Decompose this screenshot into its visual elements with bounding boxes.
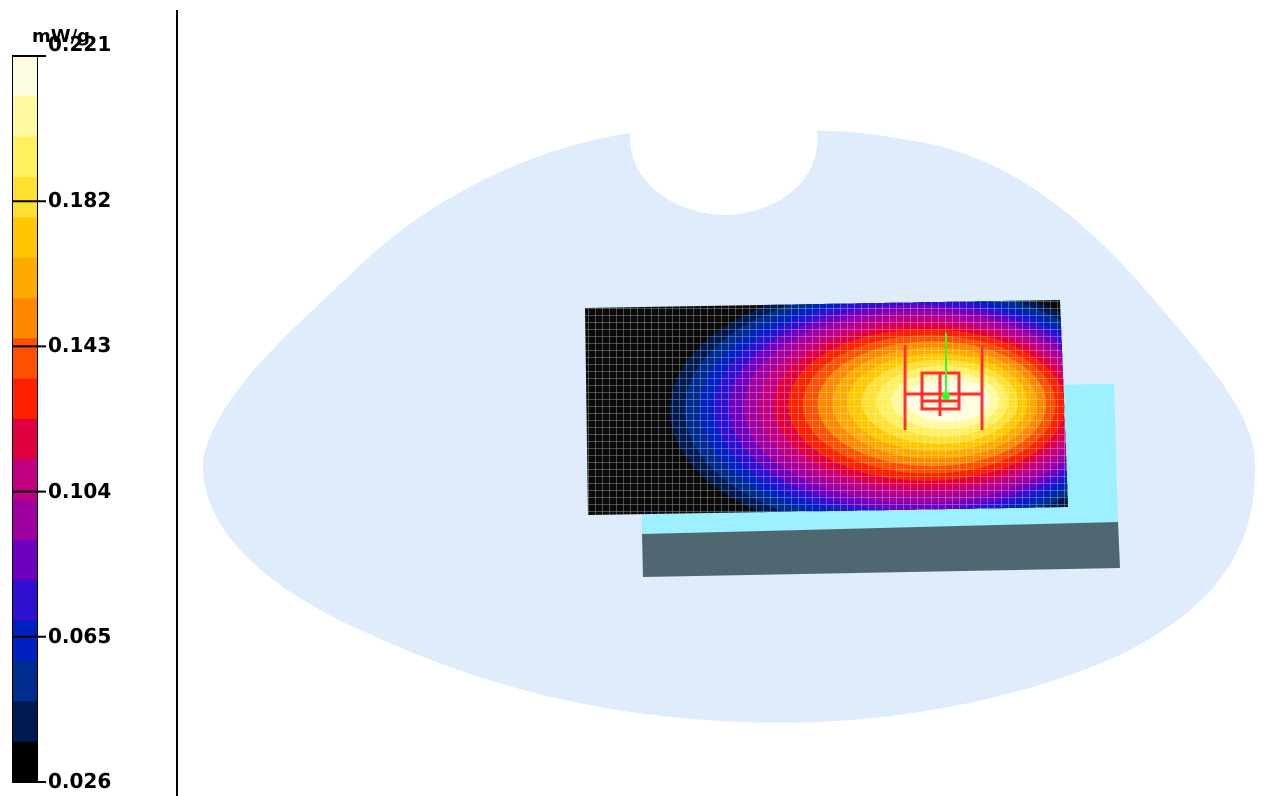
colorbar-segment bbox=[12, 338, 38, 380]
colorbar-tick-label: 0.143 bbox=[48, 333, 112, 358]
probe-marker bbox=[903, 333, 984, 430]
colorbar-segment bbox=[12, 257, 38, 299]
colorbar-tick-label: 0.026 bbox=[48, 769, 112, 793]
color-legend: mW/g 0.221 0.182 0.143 0.104 0.065 0.026 bbox=[0, 0, 180, 796]
colorbar-segment bbox=[12, 540, 38, 581]
colorbar-tick-label: 0.104 bbox=[48, 478, 112, 503]
colorbar-segment bbox=[12, 661, 38, 702]
colorbar-segment bbox=[12, 701, 38, 743]
colorbar-segment bbox=[12, 620, 38, 662]
legend-unit: mW/g bbox=[32, 26, 91, 47]
colorbar-segment bbox=[12, 499, 38, 541]
colorbar-tick-label: 0.065 bbox=[48, 623, 112, 648]
colorbar-segment bbox=[12, 96, 38, 138]
colorbar-segment bbox=[12, 459, 38, 501]
colorbar-segment bbox=[12, 136, 38, 178]
colorbar-segment bbox=[12, 419, 38, 460]
colorbar-tick-label: 0.221 bbox=[48, 32, 112, 56]
colorbar-segment bbox=[12, 177, 38, 218]
colorbar bbox=[12, 55, 46, 783]
colorbar-segment bbox=[12, 56, 38, 97]
colorbar-segment bbox=[12, 580, 38, 622]
colorbar-segment bbox=[12, 378, 38, 420]
colorbar-tick-label: 0.182 bbox=[48, 188, 112, 213]
panel-separator bbox=[176, 10, 178, 796]
scan-area bbox=[585, 300, 1068, 515]
device-side-face bbox=[642, 522, 1120, 577]
colorbar-segment bbox=[12, 217, 38, 259]
sar-plot bbox=[202, 130, 1256, 723]
colorbar-segment bbox=[12, 741, 38, 783]
colorbar-segment bbox=[12, 298, 38, 339]
